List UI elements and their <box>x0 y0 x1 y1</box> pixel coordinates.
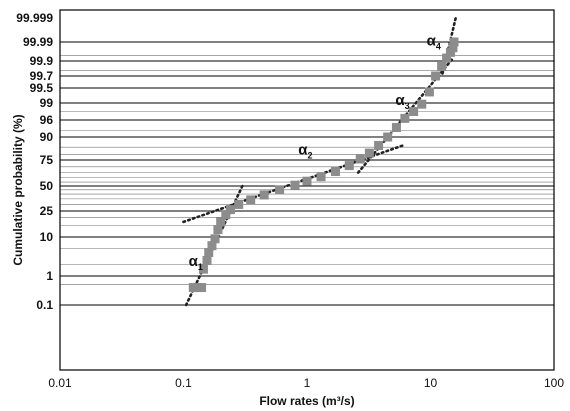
data-point <box>302 176 312 186</box>
y-tick-label: 90 <box>40 130 54 144</box>
data-point <box>259 190 269 200</box>
data-point <box>275 185 285 195</box>
x-tick-label: 0.1 <box>175 376 192 390</box>
y-tick-label: 99.999 <box>16 11 53 25</box>
data-point <box>197 283 207 293</box>
y-tick-label: 99.7 <box>30 69 54 83</box>
data-point <box>290 180 300 190</box>
data-point <box>202 255 212 265</box>
data-point <box>424 87 434 97</box>
data-point <box>246 195 256 205</box>
data-point <box>400 113 410 123</box>
y-tick-label: 75 <box>40 153 54 167</box>
data-point <box>364 148 374 158</box>
x-axis-title: Flow rates (m³/s) <box>259 394 354 408</box>
annotation-label: α3 <box>395 92 409 111</box>
data-point <box>213 225 223 235</box>
data-point <box>417 99 427 109</box>
data-point <box>207 241 217 251</box>
data-point <box>448 43 458 53</box>
data-point <box>374 140 384 150</box>
data-point <box>409 107 419 116</box>
y-tick-label: 96 <box>40 113 54 127</box>
data-point <box>204 248 214 258</box>
y-tick-label: 99.99 <box>23 35 53 49</box>
x-tick-labels: 0.01 0.1 1 10 100 <box>48 376 564 390</box>
x-tick-label: 100 <box>544 376 564 390</box>
data-point <box>330 167 340 177</box>
data-point <box>198 264 208 274</box>
y-tick-label: 1 <box>46 269 53 283</box>
y-tick-label: 10 <box>40 230 54 244</box>
data-point <box>431 71 441 81</box>
plot-frame <box>59 9 555 371</box>
data-point <box>442 53 452 63</box>
x-tick-label: 1 <box>304 376 311 390</box>
data-point <box>225 205 235 215</box>
y-tick-label: 25 <box>40 204 54 218</box>
y-axis-title: Cumulative probability (%) <box>11 114 25 265</box>
y-tick-label: 99.5 <box>30 81 54 95</box>
observed-points <box>188 37 459 293</box>
x-tick-label: 0.01 <box>48 376 72 390</box>
y-tick-label: 50 <box>40 179 54 193</box>
data-point <box>445 47 455 57</box>
data-point <box>437 62 447 72</box>
y-tick-label: 99 <box>40 96 54 110</box>
data-point <box>210 234 220 244</box>
data-point <box>234 199 244 209</box>
data-point <box>216 217 226 227</box>
data-point <box>355 154 365 164</box>
data-point <box>344 161 354 171</box>
annotation-label: α1 <box>189 253 203 272</box>
data-point <box>449 37 459 47</box>
x-tick-label: 10 <box>424 376 438 390</box>
annotations: α1 α2 α3 α4 <box>189 32 441 272</box>
data-point <box>221 210 231 220</box>
annotation-label: α2 <box>298 141 312 160</box>
y-tick-label: 99.9 <box>30 54 54 68</box>
y-tick-label: 0.1 <box>36 298 53 312</box>
data-point <box>383 132 393 142</box>
annotation-label: α4 <box>427 32 441 51</box>
grid-lines <box>60 41 554 306</box>
data-point <box>391 123 401 133</box>
data-point <box>316 172 326 182</box>
